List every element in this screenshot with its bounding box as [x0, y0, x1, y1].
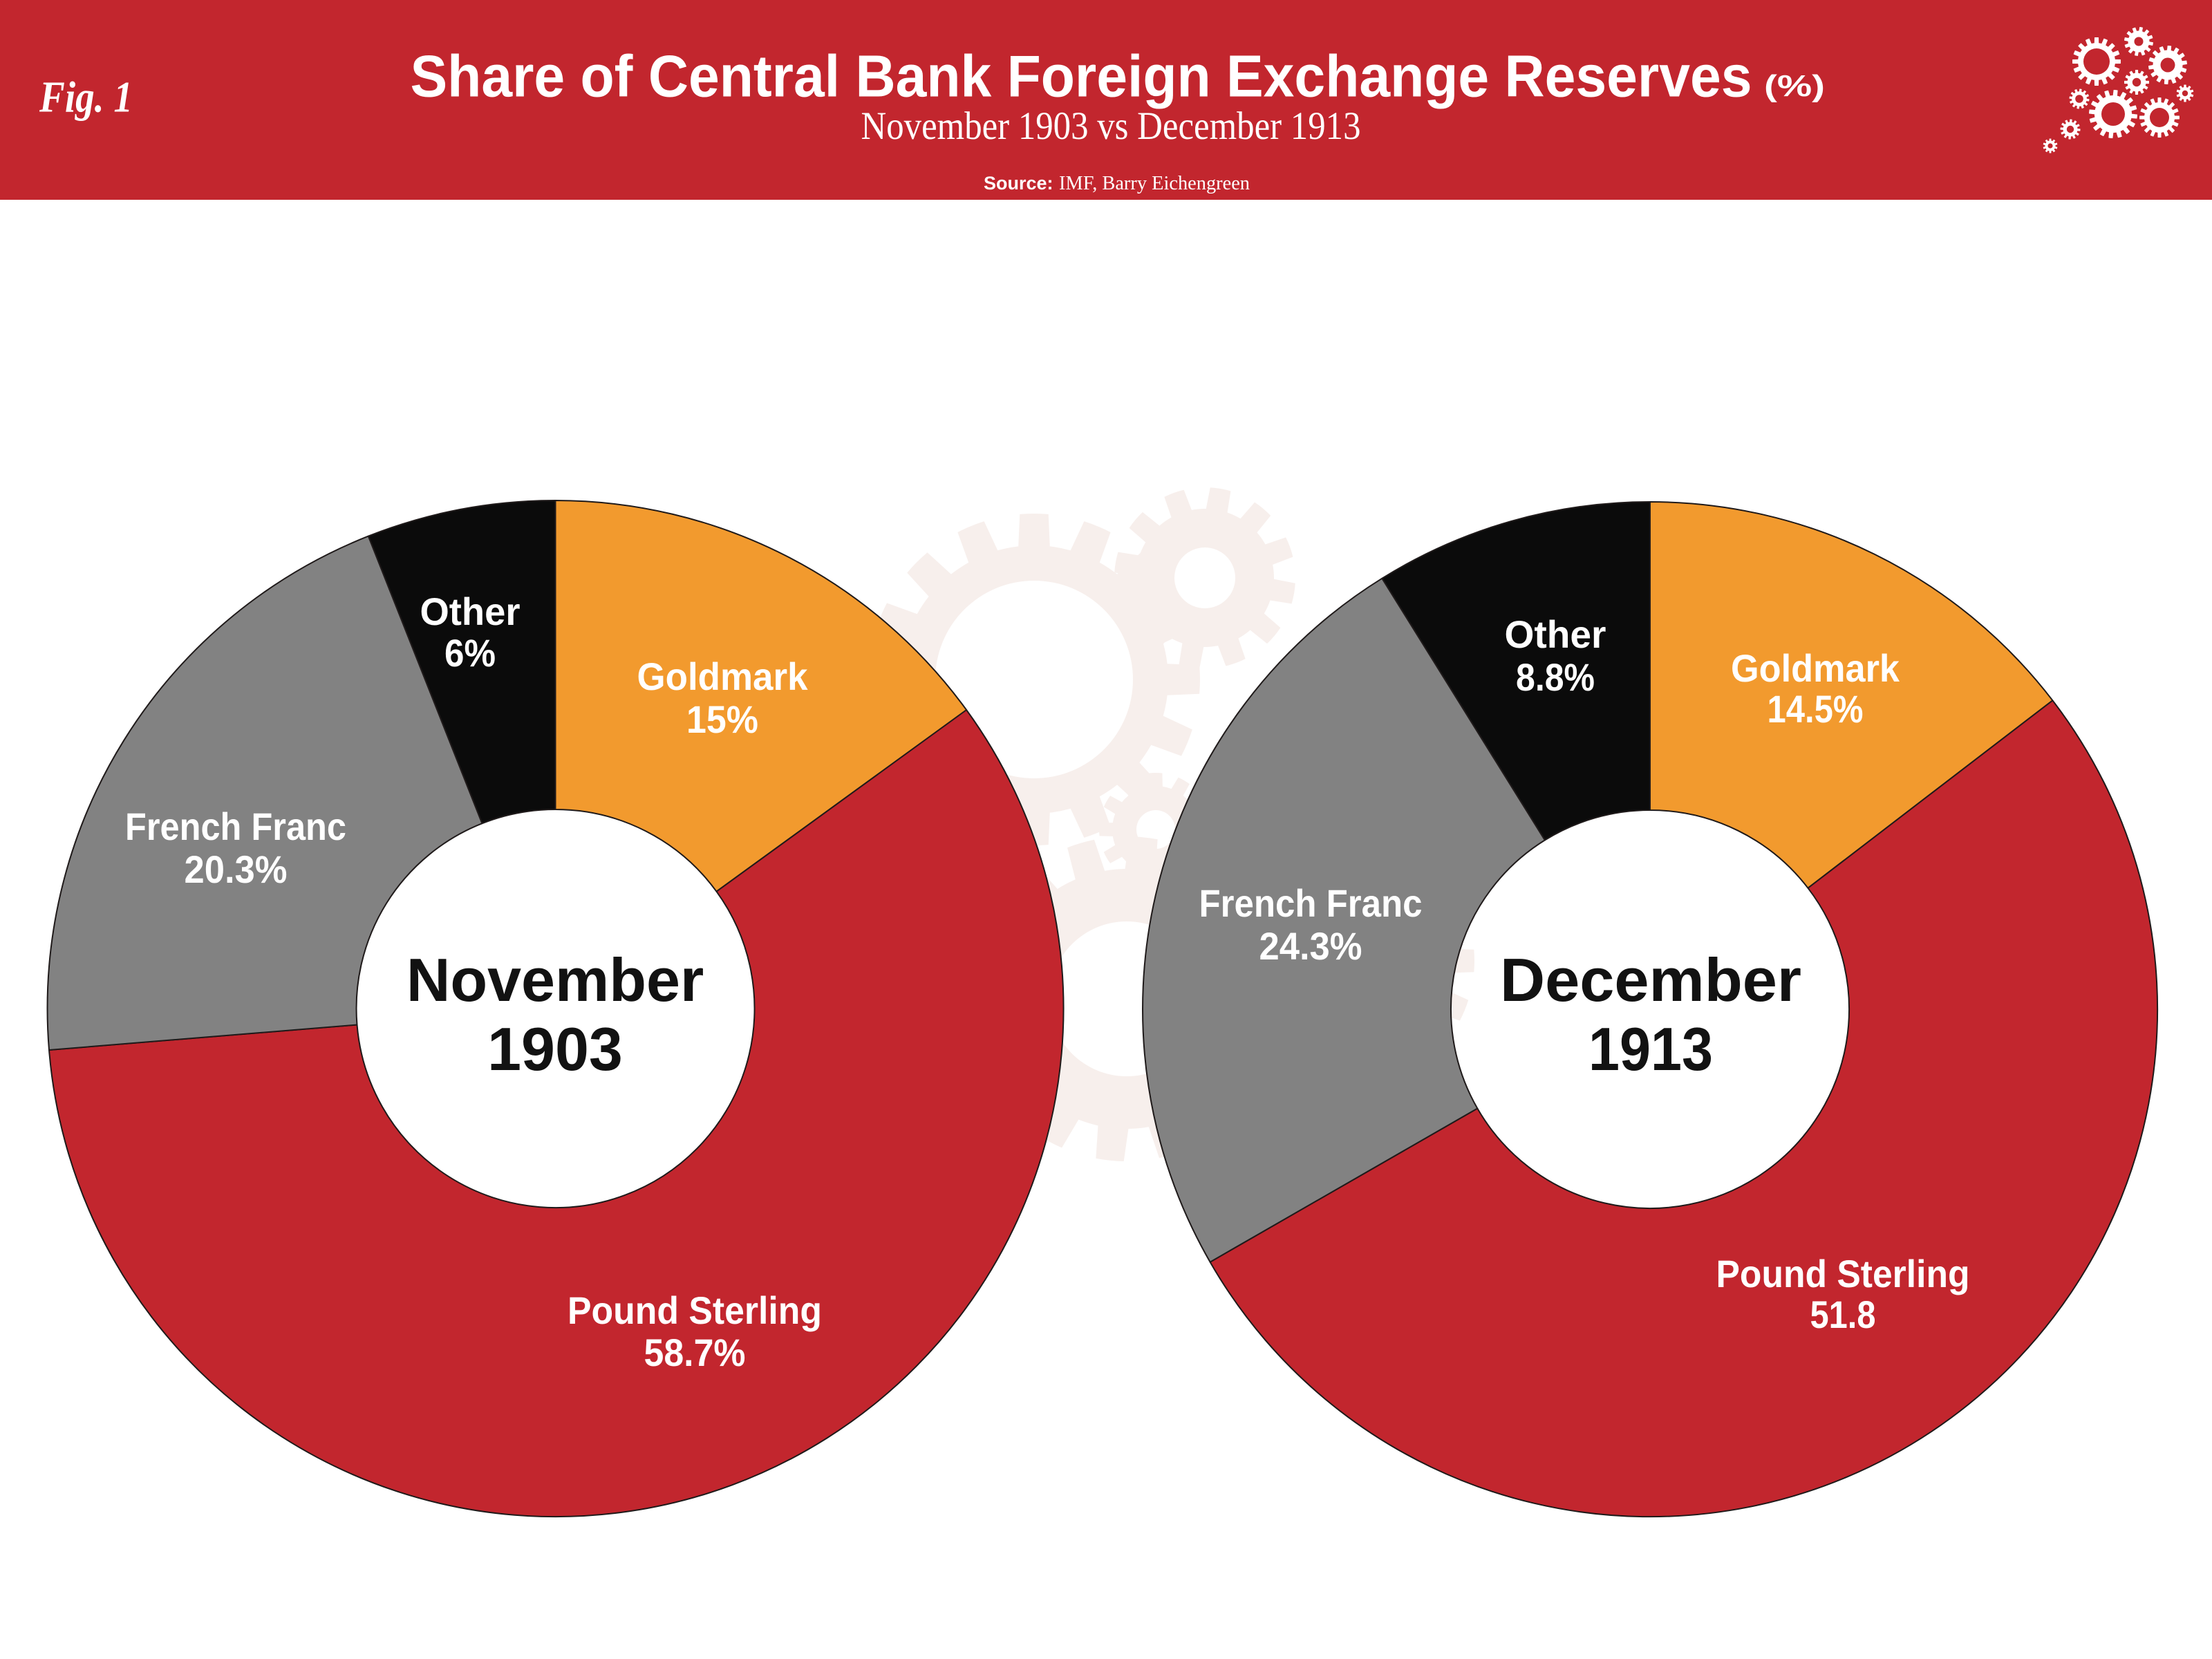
svg-text:Goldmark: Goldmark: [637, 655, 809, 698]
svg-text:24.3%: 24.3%: [1259, 924, 1362, 968]
svg-text:December: December: [1500, 946, 1801, 1014]
svg-text:15%: 15%: [686, 697, 758, 741]
svg-text:14.5%: 14.5%: [1768, 687, 1864, 731]
svg-text:8.8%: 8.8%: [1516, 655, 1595, 699]
svg-text:Source:: Source:: [984, 173, 1053, 194]
svg-text:Share of Central Bank Foreign: Share of Central Bank Foreign Exchange R…: [411, 44, 1752, 110]
svg-text:Pound Sterling: Pound Sterling: [1716, 1252, 1970, 1295]
svg-text:Goldmark: Goldmark: [1731, 646, 1900, 690]
svg-text:6%: 6%: [444, 631, 496, 675]
svg-text:November 1903 vs December 1913: November 1903 vs December 1913: [861, 104, 1361, 148]
svg-text:IMF, Barry Eichengreen: IMF, Barry Eichengreen: [1059, 173, 1250, 194]
svg-text:Fig. 1: Fig. 1: [39, 73, 133, 122]
svg-text:November: November: [406, 946, 704, 1014]
svg-text:1913: 1913: [1588, 1015, 1713, 1083]
svg-text:20.3%: 20.3%: [185, 847, 288, 891]
svg-text:(%): (%): [1764, 69, 1825, 103]
svg-text:51.8: 51.8: [1810, 1293, 1876, 1336]
svg-text:French Franc: French Franc: [1199, 881, 1423, 925]
svg-text:Pound Sterling: Pound Sterling: [568, 1288, 822, 1332]
svg-text:58.7%: 58.7%: [644, 1331, 746, 1374]
svg-text:Other: Other: [1505, 612, 1606, 656]
svg-text:French Franc: French Franc: [125, 805, 346, 848]
svg-text:1903: 1903: [487, 1015, 623, 1083]
svg-text:Other: Other: [420, 590, 521, 633]
